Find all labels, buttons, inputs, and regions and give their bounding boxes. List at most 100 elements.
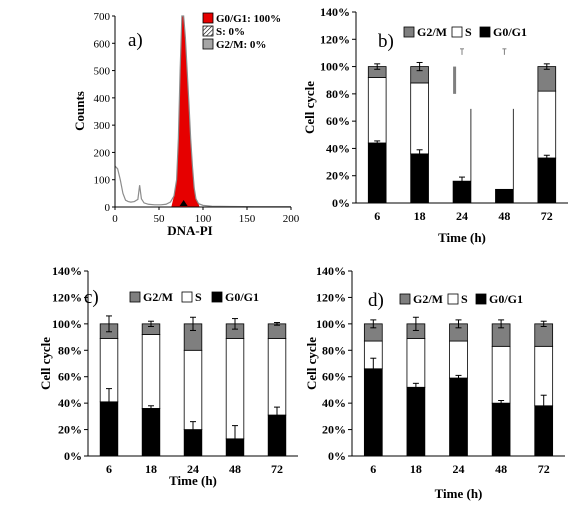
y-tick-label: 600 — [94, 38, 111, 50]
y-tick-label: 140% — [316, 264, 346, 278]
x-axis-label: Time (h) — [435, 486, 483, 501]
y-tick-label: 0 — [105, 202, 111, 214]
bar-segment-s — [406, 337, 426, 388]
bar-segment-g0-g1 — [406, 386, 426, 457]
panel-tag: d) — [368, 290, 384, 311]
x-ticks: 0 50 100 150 200 — [112, 207, 300, 225]
legend-label: S: 0% — [216, 26, 245, 38]
bar-segment-s — [225, 337, 245, 440]
y-tick-label: 700 — [94, 11, 111, 23]
y-tick-label: 400 — [94, 93, 111, 105]
x-tick-label: 72 — [271, 462, 283, 476]
y-tick-label: 60% — [322, 370, 346, 384]
legend-label: G2/M — [143, 290, 173, 304]
bar-segment-g0-g1 — [141, 408, 161, 457]
x-tick-label: 6 — [106, 462, 112, 476]
y-tick-label: 60% — [326, 114, 350, 128]
x-tick-label: 6 — [374, 209, 380, 223]
bar-segment-s — [367, 77, 387, 144]
stacked-bar-panel-d: 0% 20% 40% 60% 80% 100% 120% 140% 6 18 24 48 72 Cell … — [304, 264, 565, 501]
histogram-curve — [114, 15, 291, 208]
legend-label: G0/G1 — [225, 290, 259, 304]
histogram-line — [114, 15, 291, 208]
y-tick-label: 100 — [94, 175, 111, 187]
y-tick-label: 80% — [326, 87, 350, 101]
legend-swatch — [202, 25, 214, 37]
legend-swatch — [475, 293, 487, 305]
y-tick-label: 20% — [322, 423, 346, 437]
panel-tag: c) — [84, 287, 99, 308]
legend-swatch — [202, 38, 214, 50]
y-tick-label: 120% — [320, 32, 350, 46]
y-tick-label: 40% — [58, 396, 82, 410]
legend-label: G0/G1: 100% — [216, 13, 281, 25]
y-tick-label: 300 — [94, 120, 111, 132]
legend-label: S — [461, 292, 468, 306]
y-tick-label: 100% — [320, 60, 350, 74]
legend-label: G0/G1 — [489, 292, 523, 306]
y-tick-label: 120% — [316, 290, 346, 304]
legend-swatch — [399, 293, 411, 305]
y-tick-label: 40% — [326, 141, 350, 155]
x-tick-label: 18 — [414, 209, 426, 223]
bar-segment-s — [410, 82, 429, 155]
y-tick-label: 120% — [52, 290, 82, 304]
y-tick-label: 20% — [58, 423, 82, 437]
y-axis-label: Cell cycle — [38, 337, 53, 390]
legend-swatch — [129, 291, 141, 303]
x-tick-label: 150 — [239, 213, 256, 225]
bar-segment-g2-m — [267, 323, 287, 339]
stacked-bar-panel-c: 0% 20% 40% 60% 80% 100% 120% 140% 6 18 24 48 72 Cell … — [38, 264, 298, 488]
g0-g1-fill — [171, 16, 200, 207]
legend-label: G0/G1 — [493, 25, 527, 39]
legend-label: G2/M — [417, 25, 447, 39]
y-ticks: 0 100 200 300 400 500 600 700 — [94, 11, 115, 214]
y-axis-label: Counts — [72, 91, 87, 131]
bar-segment-s — [183, 349, 203, 430]
bar-segment-s — [449, 340, 468, 379]
x-axis-label: DNA-PI — [167, 223, 213, 238]
x-tick-label: 18 — [410, 462, 422, 476]
y-tick-label: 0% — [328, 449, 346, 463]
bar-segment-g2-m — [534, 323, 554, 347]
legend: G0/G1: 100%S: 0%G2/M: 0% — [202, 12, 281, 51]
x-tick-label: 24 — [187, 462, 199, 476]
legend-swatch — [403, 26, 415, 38]
y-tick-label: 0% — [64, 449, 82, 463]
y-tick-label: 200 — [94, 147, 111, 159]
legend-label: S — [465, 25, 472, 39]
bar-segment-s — [141, 334, 161, 409]
y-tick-label: 140% — [320, 5, 350, 19]
y-axis-label: Cell cycle — [304, 337, 319, 390]
bar-segment-s — [267, 337, 287, 416]
bar-segment-s — [491, 345, 511, 404]
y-tick-label: 20% — [326, 169, 350, 183]
bar-segment-g0-g1 — [491, 402, 511, 457]
bar-segment-g0-g1 — [363, 368, 383, 457]
x-tick-label: 48 — [229, 462, 241, 476]
y-tick-label: 100% — [316, 317, 346, 331]
x-tick-label: 24 — [453, 462, 465, 476]
x-axis-label: Time (h) — [169, 473, 217, 488]
bar-segment-g0-g1 — [495, 188, 514, 204]
legend-swatch — [451, 26, 463, 38]
bar-segment-g0-g1 — [367, 142, 387, 204]
x-tick-label: 48 — [495, 462, 507, 476]
y-tick-label: 500 — [94, 66, 111, 78]
legend-label: S — [195, 290, 202, 304]
legend-label: G2/M — [413, 292, 443, 306]
x-tick-label: 18 — [145, 462, 157, 476]
x-tick-label: 6 — [370, 462, 376, 476]
y-tick-label: 100% — [52, 317, 82, 331]
legend-label: G2/M: 0% — [216, 39, 266, 51]
y-tick-label: 40% — [322, 396, 346, 410]
x-tick-label: 72 — [541, 209, 553, 223]
x-tick-label: 48 — [498, 209, 510, 223]
y-tick-label: 80% — [322, 343, 346, 357]
panel-tag: a) — [128, 30, 143, 51]
legend-swatch — [211, 291, 223, 303]
x-tick-label: 0 — [112, 213, 118, 225]
legend-swatch — [447, 293, 459, 305]
gate-marker — [179, 200, 188, 206]
y-tick-label: 140% — [52, 264, 82, 278]
